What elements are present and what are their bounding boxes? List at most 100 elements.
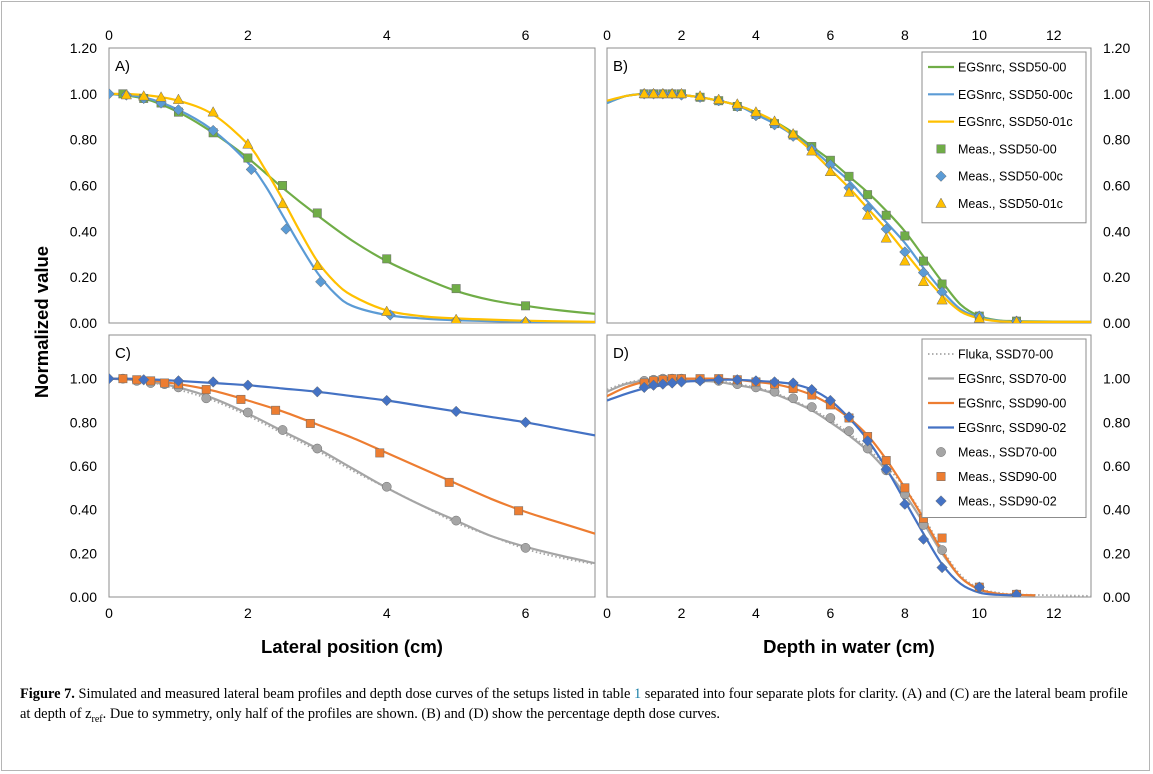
data-point bbox=[276, 197, 289, 209]
panel-3: C) bbox=[108, 334, 596, 598]
plot-area-border bbox=[606, 47, 1092, 324]
y-tick-label: 0.00 bbox=[1103, 315, 1130, 331]
legend-box bbox=[921, 51, 1087, 224]
y-tick-label: 1.00 bbox=[1103, 86, 1130, 102]
legend-label: EGSnrc, SSD50-01c bbox=[958, 115, 1073, 129]
data-point bbox=[937, 533, 947, 543]
plot-area-border bbox=[606, 334, 1092, 598]
plot-area-border bbox=[108, 47, 596, 324]
y-tick-label: 0.60 bbox=[1103, 178, 1130, 194]
data-point bbox=[768, 376, 781, 388]
data-point bbox=[155, 91, 167, 102]
x-tick-label: 2 bbox=[244, 605, 252, 621]
data-point bbox=[311, 259, 323, 270]
data-point bbox=[844, 426, 854, 436]
data-point bbox=[647, 87, 660, 99]
data-point bbox=[277, 425, 288, 435]
data-point bbox=[936, 561, 948, 574]
data-point bbox=[381, 481, 392, 492]
data-point bbox=[899, 498, 911, 510]
panel-4: D) Fluka, SSD70-00 EGSnrc, SSD70-00 EGSnrc,… bbox=[606, 334, 1092, 598]
panel-1: A) bbox=[108, 47, 596, 324]
data-point bbox=[973, 581, 985, 593]
data-point bbox=[450, 405, 462, 418]
y-tick-label: 0.20 bbox=[1103, 269, 1130, 285]
y-tick-label: 0.40 bbox=[1103, 502, 1130, 518]
x-tick-label: 4 bbox=[383, 27, 391, 43]
data-point bbox=[138, 90, 150, 101]
x-axis-title-left: Lateral position (cm) bbox=[261, 636, 443, 657]
x-tick-label: 0 bbox=[105, 605, 113, 621]
data-point bbox=[514, 506, 524, 516]
data-point bbox=[675, 87, 688, 99]
data-point bbox=[207, 124, 219, 137]
series-line-1 bbox=[109, 92, 595, 315]
data-point bbox=[936, 294, 948, 305]
data-point bbox=[207, 106, 219, 117]
y-tick-label: 0.20 bbox=[70, 545, 97, 561]
data-point bbox=[311, 386, 323, 398]
data-point bbox=[521, 301, 531, 311]
legend-label: EGSnrc, SSD50-00c bbox=[958, 88, 1073, 102]
series-line-2 bbox=[109, 377, 595, 565]
data-point bbox=[242, 138, 254, 149]
data-point bbox=[201, 385, 211, 395]
x-tick-label: 10 bbox=[972, 605, 988, 621]
data-point bbox=[806, 145, 818, 156]
data-point bbox=[201, 393, 212, 404]
series-group bbox=[607, 87, 1091, 323]
panel-label: C) bbox=[115, 345, 131, 362]
data-point bbox=[666, 87, 678, 99]
x-tick-label: 6 bbox=[522, 605, 530, 621]
caption-subscript: ref bbox=[91, 713, 103, 725]
data-point bbox=[666, 377, 678, 389]
panel-label: A) bbox=[115, 58, 130, 75]
data-point bbox=[638, 381, 650, 394]
y-tick-label: 0.80 bbox=[70, 132, 97, 148]
x-tick-label: 4 bbox=[383, 605, 391, 621]
legend-label: EGSnrc, SSD90-00 bbox=[958, 397, 1066, 411]
data-point bbox=[900, 483, 910, 493]
data-point bbox=[160, 378, 169, 388]
legend: Fluka, SSD70-00 EGSnrc, SSD70-00 EGSnrc, S… bbox=[921, 338, 1087, 518]
data-point bbox=[638, 87, 650, 99]
data-point bbox=[315, 276, 327, 288]
data-point bbox=[824, 394, 837, 407]
series-line-3 bbox=[109, 92, 595, 323]
data-point bbox=[242, 379, 254, 391]
data-point bbox=[647, 379, 660, 391]
data-point bbox=[519, 416, 532, 428]
data-point bbox=[444, 477, 454, 487]
data-point bbox=[207, 376, 219, 388]
x-axis-title-right: Depth in water (cm) bbox=[763, 636, 935, 657]
data-point bbox=[880, 232, 892, 243]
legend-marker bbox=[935, 170, 947, 182]
panel-label: D) bbox=[613, 345, 629, 362]
panel-label: B) bbox=[613, 58, 628, 75]
data-point bbox=[861, 435, 874, 447]
x-tick-label: 8 bbox=[901, 605, 909, 621]
data-point bbox=[305, 418, 315, 428]
y-tick-label: 1.00 bbox=[1103, 371, 1130, 387]
data-point bbox=[713, 374, 725, 386]
plot-area-border bbox=[108, 334, 596, 598]
series-group bbox=[607, 373, 1091, 597]
legend-label: Meas., SSD50-00c bbox=[958, 170, 1063, 184]
y-axis-title: Normalized value bbox=[31, 246, 52, 398]
x-tick-label: 4 bbox=[752, 27, 760, 43]
data-point bbox=[312, 208, 322, 218]
data-point bbox=[521, 315, 530, 323]
data-point bbox=[768, 115, 781, 126]
data-point bbox=[973, 312, 985, 323]
series-line-2 bbox=[109, 92, 595, 323]
y-tick-label: 0.00 bbox=[1103, 589, 1130, 605]
legend-label: Meas., SSD90-02 bbox=[958, 495, 1057, 509]
data-point bbox=[731, 98, 743, 109]
data-point bbox=[825, 413, 836, 423]
data-point bbox=[806, 383, 818, 396]
x-tick-label: 0 bbox=[105, 27, 113, 43]
data-point bbox=[657, 378, 669, 390]
caption-table-link[interactable]: 1 bbox=[633, 686, 642, 702]
x-tick-label: 12 bbox=[1046, 27, 1062, 43]
